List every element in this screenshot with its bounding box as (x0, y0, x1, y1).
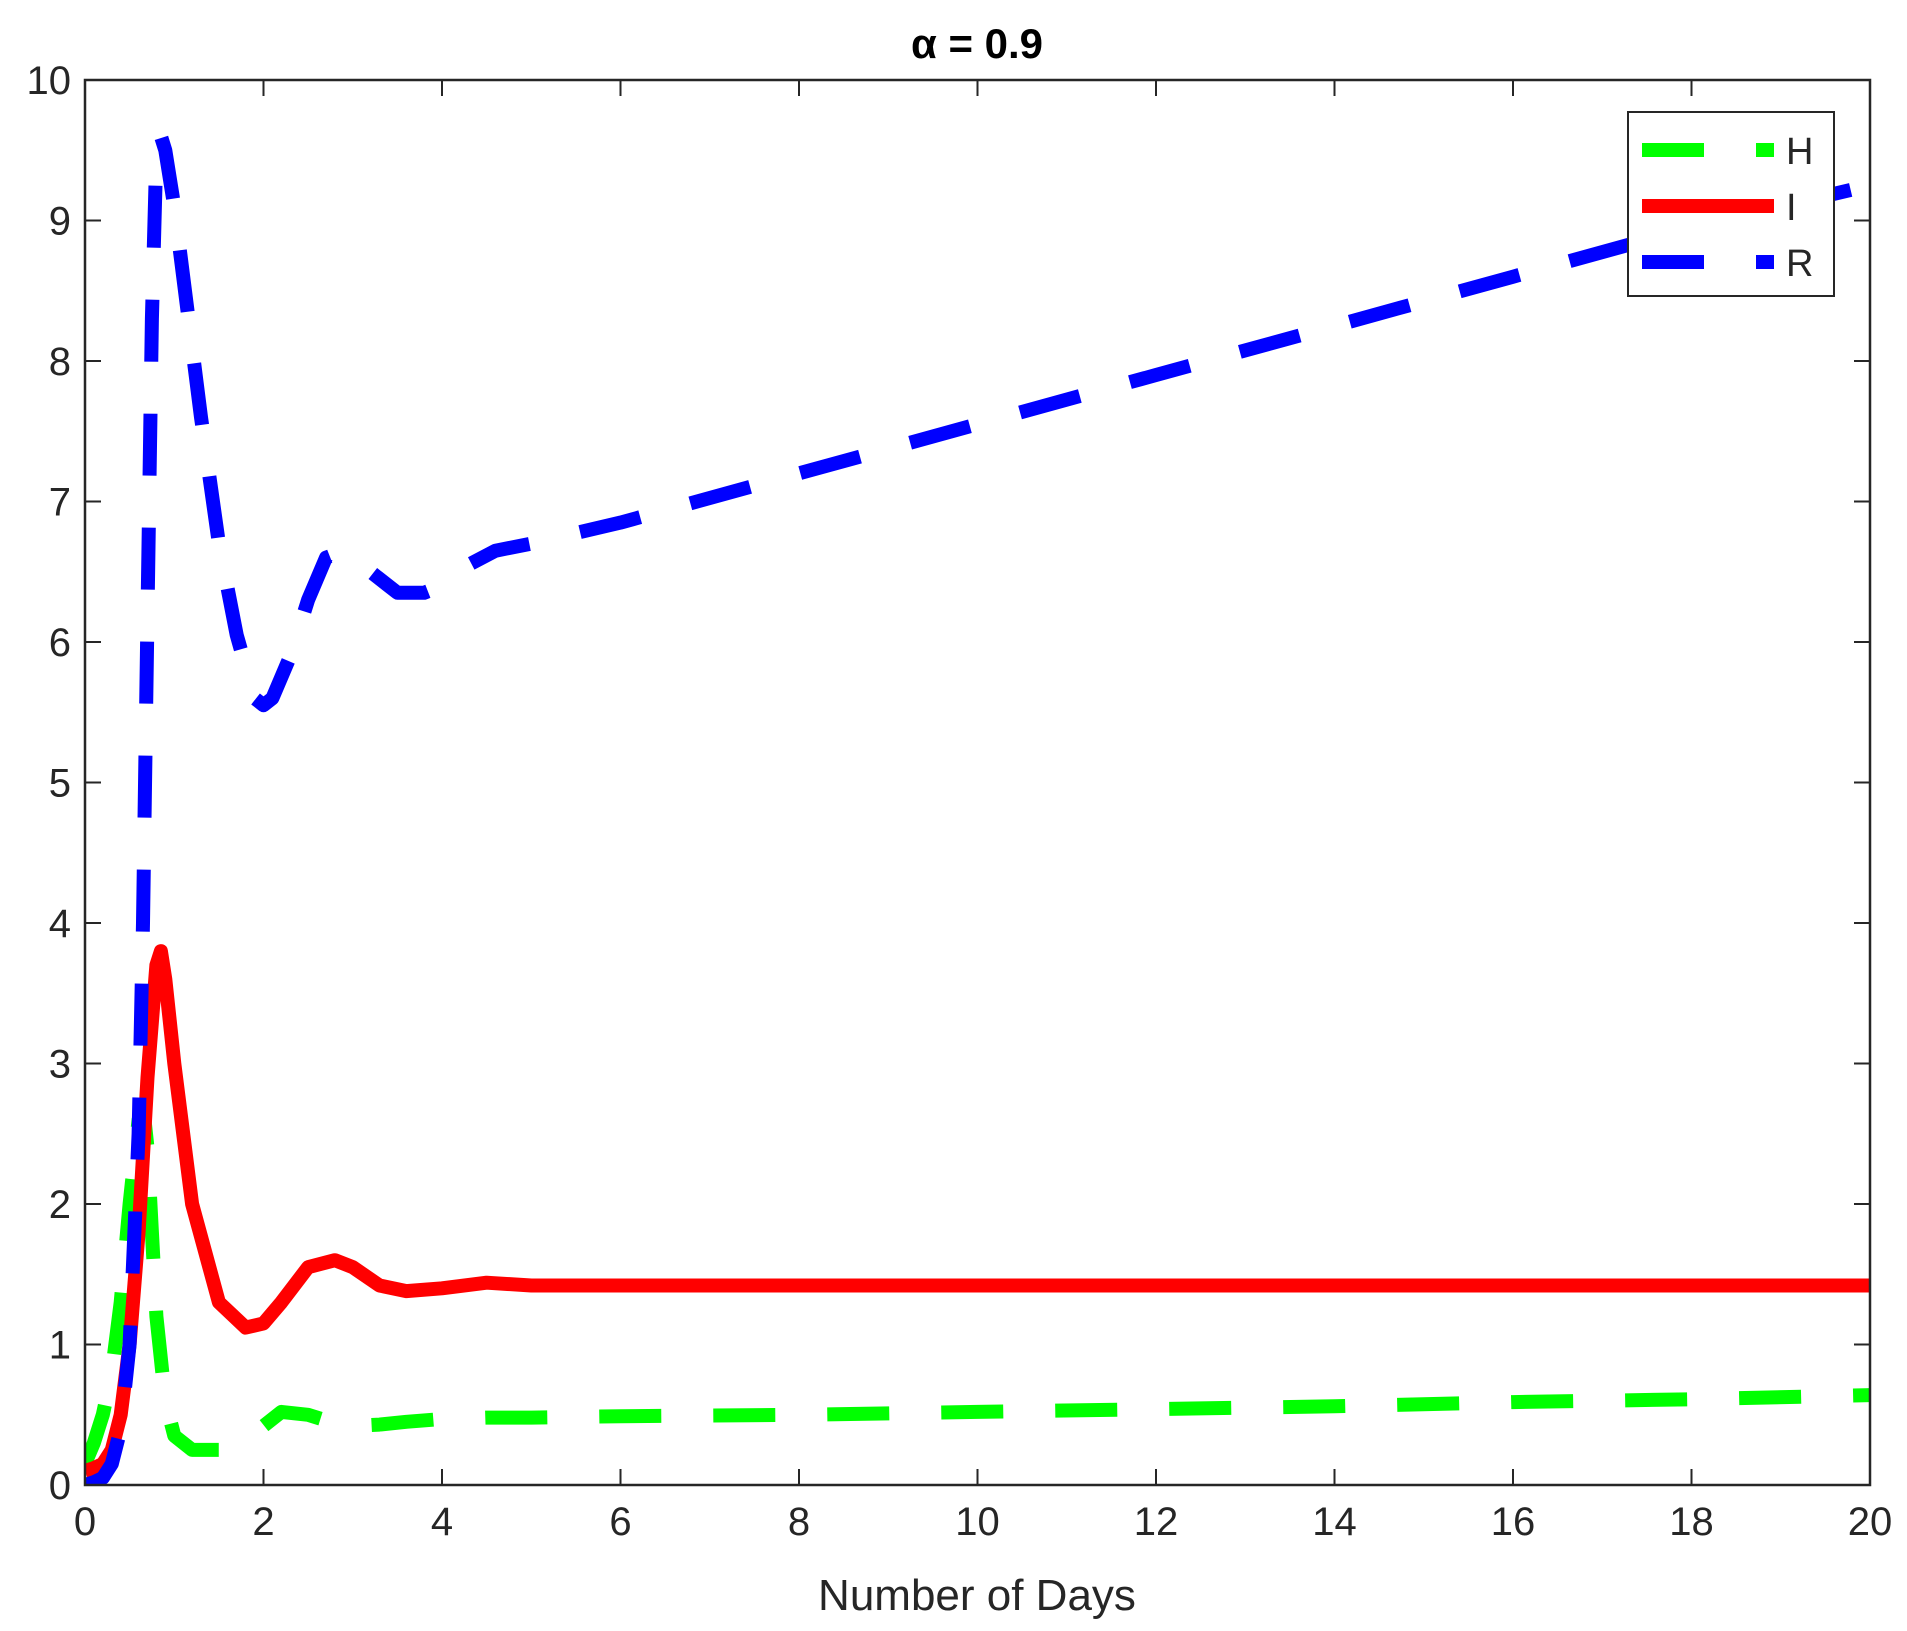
y-tick-label: 10 (27, 59, 72, 103)
x-tick-label: 16 (1491, 1500, 1536, 1544)
x-tick-label: 8 (788, 1500, 810, 1544)
x-tick-label: 12 (1134, 1500, 1179, 1544)
y-tick-label: 7 (49, 481, 71, 525)
legend: H I R (1627, 111, 1835, 297)
series-line-i (85, 944, 1870, 1478)
y-tick-label: 5 (49, 762, 71, 806)
y-tick-label: 1 (49, 1324, 71, 1368)
series-line-r (85, 129, 1870, 1485)
legend-item-i: I (1642, 187, 1797, 229)
chart-title: α = 0.9 (911, 20, 1043, 67)
y-tick-label: 9 (49, 200, 71, 244)
y-tick-label: 4 (49, 902, 71, 946)
x-tick-label: 2 (252, 1500, 274, 1544)
x-axis-label: Number of Days (818, 1571, 1136, 1620)
x-tick-label: 20 (1848, 1500, 1893, 1544)
y-tick-label: 0 (49, 1464, 71, 1508)
y-tick-label: 3 (49, 1043, 71, 1087)
plot-frame (83, 78, 1872, 1487)
series-layer (85, 129, 1870, 1485)
y-tick-label: 8 (49, 340, 71, 384)
y-tick-label: 2 (49, 1183, 71, 1227)
series-line-h (85, 1098, 1870, 1467)
legend-item-r: R (1642, 243, 1813, 285)
x-tick-label: 6 (609, 1500, 631, 1544)
x-tick-label: 10 (955, 1500, 1000, 1544)
plot-area (85, 80, 1870, 1485)
y-tick-label: 6 (49, 621, 71, 665)
x-tick-label: 0 (74, 1500, 96, 1544)
x-tick-label: 4 (431, 1500, 453, 1544)
legend-item-h: H (1642, 131, 1813, 173)
legend-label-i: I (1786, 187, 1797, 229)
legend-label-r: R (1786, 243, 1813, 285)
legend-label-h: H (1786, 131, 1813, 173)
x-tick-label: 14 (1312, 1500, 1357, 1544)
x-tick-label: 18 (1669, 1500, 1714, 1544)
